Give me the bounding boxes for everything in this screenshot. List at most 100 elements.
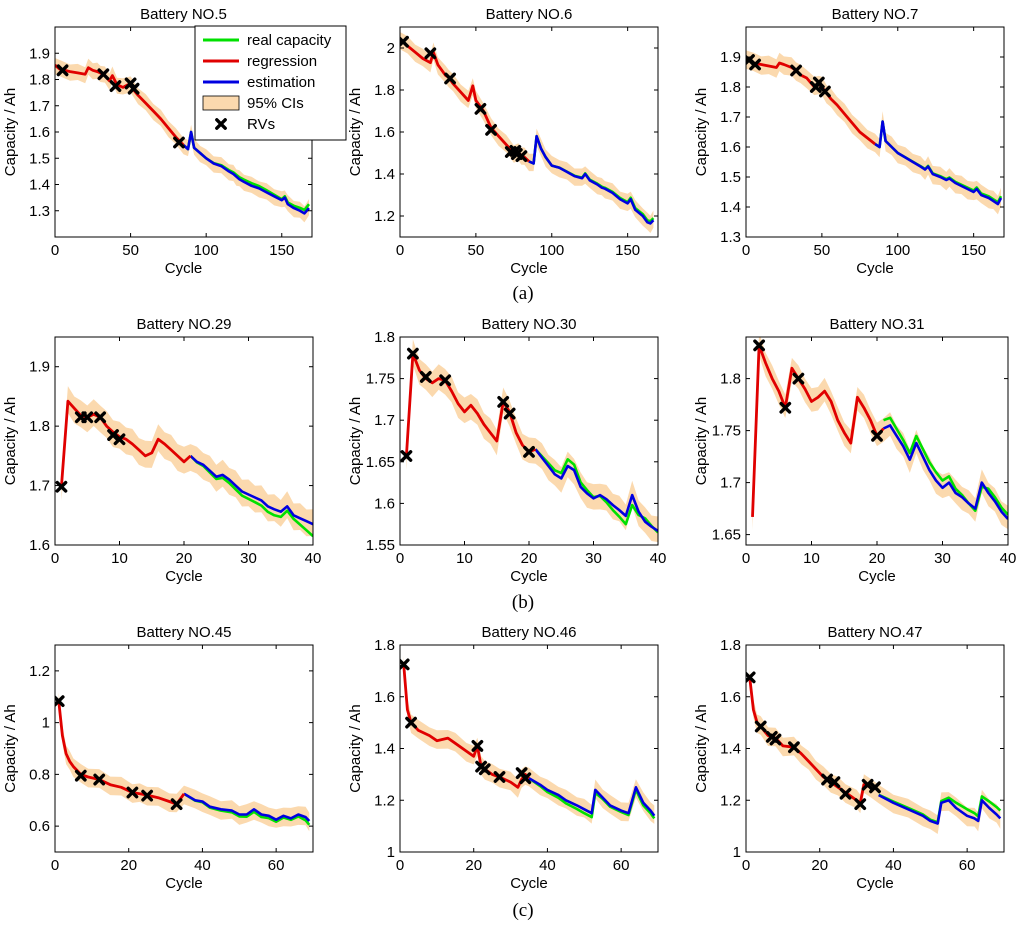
rv-marker	[56, 64, 69, 77]
estimation-line	[878, 793, 1002, 825]
y-tick-label: 0.8	[29, 766, 50, 783]
x-tick-label: 20	[521, 550, 538, 567]
rv-marker	[819, 85, 831, 98]
y-axis-label: Capacity / Ah	[347, 88, 364, 176]
rv-marker	[519, 772, 532, 785]
rv-marker	[55, 480, 68, 493]
legend-label: regression	[247, 53, 317, 70]
panel-label-c: (c)	[512, 900, 534, 921]
estimation-line	[882, 424, 1008, 520]
plot-layer	[55, 58, 311, 223]
rv-marker	[400, 658, 410, 671]
x-tick-label: 0	[396, 857, 404, 874]
rv-marker	[753, 339, 765, 352]
rv-marker	[439, 374, 452, 387]
chart-panel: 0 20 40 60 1 1.2 1.4 1.6 1.8 Battery NO.47 Cycle Ca…	[693, 624, 1005, 892]
estimation-line	[874, 120, 1003, 206]
rv-marker	[871, 429, 883, 442]
rv-marker	[405, 716, 417, 729]
legend-label: estimation	[247, 74, 315, 91]
y-tick-label: 1.5	[720, 169, 741, 186]
y-tick-label: 1.6	[29, 124, 50, 141]
x-tick-label: 40	[650, 550, 667, 567]
y-tick-label: 1.2	[374, 208, 395, 225]
axes-frame	[745, 26, 1005, 238]
rv-marker	[55, 695, 65, 708]
chart-title: Battery NO.31	[829, 316, 924, 333]
rv-marker	[170, 798, 183, 811]
estimation-line	[182, 130, 310, 215]
x-tick-label: 0	[51, 550, 59, 567]
rv-marker	[478, 763, 491, 776]
y-tick-label: 1.65	[712, 527, 741, 544]
x-tick-label: 0	[396, 550, 404, 567]
x-tick-label: 100	[194, 242, 219, 259]
y-tick-label: 1.4	[720, 741, 741, 758]
x-tick-label: 10	[111, 550, 128, 567]
legend-label: real capacity	[247, 32, 332, 49]
estimation-line	[183, 792, 311, 822]
chart-title: Battery NO.29	[136, 316, 231, 333]
regression-line	[402, 664, 531, 789]
x-axis-label: Cycle	[165, 875, 203, 892]
rv-marker	[419, 371, 432, 383]
y-tick-label: 1.8	[720, 79, 741, 96]
chart-title: Battery NO.46	[481, 624, 576, 641]
x-tick-label: 20	[869, 550, 886, 567]
rv-marker	[828, 776, 841, 789]
x-tick-label: 40	[1000, 550, 1017, 567]
y-tick-label: 1.6	[374, 124, 395, 141]
y-tick-label: 1.7	[720, 109, 741, 126]
rv-marker	[523, 445, 535, 458]
x-axis-label: Cycle	[510, 875, 548, 892]
rv-marker	[173, 136, 185, 149]
chart-panel: 0 10 20 30 40 1.6 1.7 1.8 1.9 Battery NO.29 Cycle C…	[2, 316, 321, 585]
estimation-line	[528, 134, 655, 225]
rv-marker	[769, 733, 782, 746]
rv-marker	[839, 787, 852, 800]
regression-line	[55, 64, 185, 147]
x-tick-label: 0	[742, 857, 750, 874]
rv-marker	[400, 450, 413, 462]
y-tick-label: 1.7	[374, 412, 395, 429]
x-tick-label: 150	[269, 242, 294, 259]
y-tick-label: 1.9	[29, 45, 50, 62]
y-tick-label: 1.3	[29, 203, 50, 220]
y-tick-label: 1.75	[712, 423, 741, 440]
panel-label-a: (a)	[512, 283, 534, 304]
x-tick-label: 60	[268, 857, 285, 874]
x-axis-label: Cycle	[858, 568, 896, 585]
y-tick-label: 1.4	[374, 166, 395, 183]
x-tick-label: 100	[539, 242, 564, 259]
y-tick-label: 1.2	[374, 792, 395, 809]
x-tick-label: 150	[961, 242, 986, 259]
chart-panel: 0 10 20 30 40 1.65 1.7 1.75 1.8 Battery NO.31 Cycl…	[693, 316, 1016, 585]
rv-marker	[746, 671, 756, 684]
x-tick-label: 40	[194, 857, 211, 874]
y-tick-label: 1.6	[720, 139, 741, 156]
x-tick-label: 20	[176, 550, 193, 567]
x-tick-label: 30	[585, 550, 602, 567]
real-capacity-line	[189, 454, 313, 538]
y-tick-label: 1.6	[374, 495, 395, 512]
y-tick-label: 1.8	[374, 82, 395, 99]
rv-marker	[93, 773, 106, 786]
rv-marker	[503, 407, 516, 420]
y-tick-label: 0.6	[29, 818, 50, 835]
panel-label-b: (b)	[511, 592, 535, 613]
rv-marker	[790, 64, 802, 77]
x-tick-label: 50	[122, 242, 139, 259]
x-tick-label: 0	[51, 242, 59, 259]
y-axis-label: Capacity / Ah	[693, 88, 710, 176]
y-tick-label: 1.5	[29, 150, 50, 167]
y-tick-label: 1.6	[720, 689, 741, 706]
rv-marker	[444, 72, 456, 85]
x-axis-label: Cycle	[165, 260, 203, 277]
rv-marker	[471, 740, 484, 752]
x-tick-label: 50	[468, 242, 485, 259]
x-tick-label: 0	[51, 857, 59, 874]
y-axis-label: Capacity / Ah	[347, 397, 364, 485]
y-tick-label: 1.6	[374, 689, 395, 706]
y-tick-label: 1.3	[720, 229, 741, 246]
